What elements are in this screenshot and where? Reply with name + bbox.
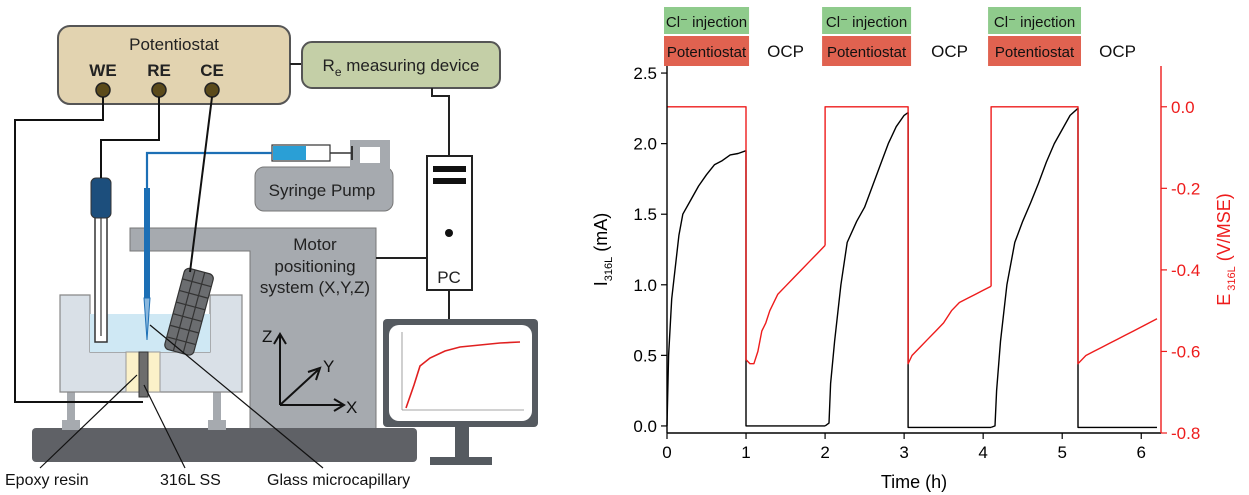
injection-label: Cl⁻ injection	[994, 14, 1075, 31]
x-axis-label: Time (h)	[881, 472, 947, 492]
label-epoxy-resin: Epoxy resin	[5, 472, 89, 489]
ocp-label: OCP	[1099, 42, 1136, 61]
x-tick-label: 0	[662, 443, 671, 462]
y-right-axis-label: E 316L (V/MSE)	[1214, 193, 1238, 306]
xyz-axes	[273, 332, 346, 412]
experimental-setup-schematic: Potentiostat WE RE CE Re measuring devic…	[5, 25, 538, 489]
y-left-tick-label: 1.0	[633, 276, 657, 295]
potential-series-line	[667, 106, 826, 365]
y-left-axis-label: I316L (mA)	[591, 213, 615, 287]
y-right-tick-label: -0.2	[1171, 179, 1200, 198]
syringe-liquid	[273, 146, 306, 160]
y-left-tick-label: 2.5	[633, 64, 657, 83]
injection-band	[988, 7, 1082, 34]
pc-label: PC	[437, 268, 461, 287]
current-series-line	[666, 149, 826, 427]
label-316l-ss: 316L SS	[160, 472, 221, 489]
we-wire	[14, 97, 143, 403]
re-wire	[100, 97, 160, 178]
x-tick-label: 2	[820, 443, 829, 462]
y-left-tick-label: 1.5	[633, 205, 657, 224]
re-measuring-device-box	[301, 41, 501, 89]
re-measuring-device-label: Re measuring device	[323, 56, 480, 79]
y-right-tick-label: -0.4	[1171, 261, 1200, 280]
base-table	[32, 428, 417, 462]
label-glass-microcapillary: Glass microcapillary	[267, 472, 410, 489]
injection-band	[664, 7, 750, 34]
potentiostat-phase-label: Potentiostat	[995, 44, 1075, 61]
ocp-label: OCP	[931, 42, 968, 61]
y-right-tick-label: 0.0	[1171, 98, 1195, 117]
motor-label-line2: positioning	[274, 257, 355, 276]
x-tick-label: 6	[1137, 443, 1146, 462]
injection-label: Cl⁻ injection	[826, 14, 907, 31]
current-series-line	[990, 107, 1157, 429]
injection-band	[822, 7, 912, 34]
syringe-pump-label: Syringe Pump	[269, 181, 376, 200]
potentiostat-title: Potentiostat	[129, 35, 219, 54]
potential-series-line	[990, 106, 1158, 365]
potentiostat-phase-label: Potentiostat	[667, 44, 747, 61]
motor-label-line1: Motor	[293, 235, 337, 254]
potentiostat-band	[988, 36, 1082, 66]
ce-wire	[189, 96, 213, 273]
axis-y-label: Y	[323, 357, 334, 376]
glass-microcapillary	[144, 188, 150, 298]
axis-x-label: X	[346, 398, 357, 417]
current-series-line	[824, 111, 992, 429]
y-left-tick-label: 0.5	[633, 346, 657, 365]
syringe-pump-body	[254, 166, 394, 212]
y-right-tick-label: -0.8	[1171, 424, 1200, 443]
potentiostat-band	[664, 36, 750, 66]
monitor-screen	[389, 325, 532, 421]
potentiostat-phase-label: Potentiostat	[827, 44, 907, 61]
injection-label: Cl⁻ injection	[666, 14, 747, 31]
x-tick-label: 1	[741, 443, 750, 462]
monitor-curve	[405, 341, 521, 409]
x-tick-label: 5	[1057, 443, 1066, 462]
potentiostat-band	[822, 36, 912, 66]
y-left-tick-label: 0.0	[633, 417, 657, 436]
x-tick-label: 4	[978, 443, 987, 462]
axis-z-label: Z	[262, 327, 272, 346]
ce-label: CE	[200, 61, 224, 80]
counter-electrode-mesh	[164, 267, 214, 356]
316l-ss-sample	[138, 351, 149, 398]
re-label: RE	[147, 61, 171, 80]
potential-series-line	[824, 106, 992, 365]
monitor-stand	[430, 457, 492, 465]
we-label: WE	[89, 61, 116, 80]
ocp-label: OCP	[767, 42, 804, 61]
y-left-tick-label: 2.0	[633, 135, 657, 154]
y-right-tick-label: -0.6	[1171, 342, 1200, 361]
x-tick-label: 3	[899, 443, 908, 462]
motor-label-line3: system (X,Y,Z)	[260, 278, 370, 297]
